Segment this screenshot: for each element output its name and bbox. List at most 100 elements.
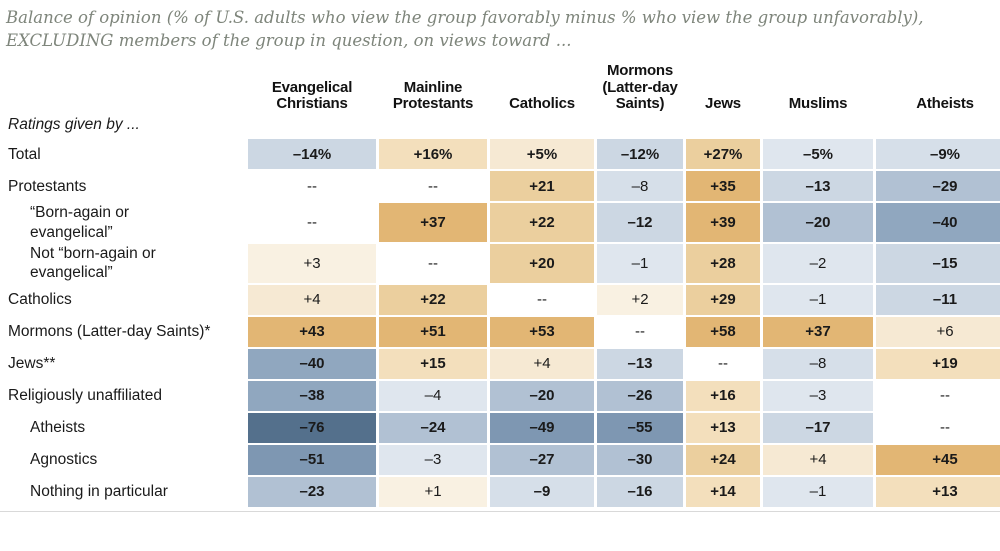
row-label-jews: Jews** xyxy=(8,355,56,373)
value-cell: -- xyxy=(597,316,683,347)
value-cell: –9% xyxy=(876,139,1000,170)
value-cell: –3 xyxy=(763,380,873,411)
value-cell: +16 xyxy=(686,380,760,411)
row-label-total: Total xyxy=(8,145,41,163)
value-cell: +6 xyxy=(876,316,1000,347)
opinion-heatmap-table: Ratings given by ... Evangelical Christi… xyxy=(0,61,1000,509)
row-label-nothing-in-particular: Nothing in particular xyxy=(30,483,168,501)
value-cell: –13 xyxy=(763,171,873,202)
value-cell: –15 xyxy=(876,243,1000,283)
value-cell: +1 xyxy=(379,476,487,507)
ratings-given-by-label: Ratings given by ... xyxy=(8,116,140,134)
value-cell: +14 xyxy=(686,476,760,507)
table-row-atheists: Atheists –76 –24 –49 –55 +13 –17 -- xyxy=(3,412,1000,443)
value-cell: +39 xyxy=(686,203,760,242)
column-header-mainline-protestants: Mainline Protestants xyxy=(392,78,474,113)
value-cell: +29 xyxy=(686,284,760,315)
value-cell: +24 xyxy=(686,444,760,475)
value-cell: –40 xyxy=(248,348,376,379)
table-row-protestants: Protestants -- -- +21 –8 +35 –13 –29 xyxy=(3,171,1000,202)
value-cell: –8 xyxy=(597,171,683,202)
chart-title-line-2: EXCLUDING members of the group in questi… xyxy=(6,31,572,51)
value-cell: +4 xyxy=(490,348,594,379)
row-label-mormons-latter-day-saints: Mormons (Latter-day Saints)* xyxy=(8,323,211,341)
value-cell: +13 xyxy=(876,476,1000,507)
value-cell: +15 xyxy=(379,348,487,379)
row-label-religiously-unaffiliated: Religiously unaffiliated xyxy=(8,387,162,405)
value-cell: +37 xyxy=(379,203,487,242)
row-label-protestants: Protestants xyxy=(8,177,87,195)
value-cell: –8 xyxy=(763,348,873,379)
value-cell: –30 xyxy=(597,444,683,475)
value-cell: –4 xyxy=(379,380,487,411)
column-header-mormons-latter-day-saints: Mormons (Latter-day Saints) xyxy=(602,61,678,113)
value-cell: +22 xyxy=(379,284,487,315)
row-label-catholics: Catholics xyxy=(8,291,72,309)
value-cell: -- xyxy=(490,284,594,315)
value-cell: -- xyxy=(686,348,760,379)
value-cell: –12 xyxy=(597,203,683,242)
value-cell: –76 xyxy=(248,412,376,443)
value-cell: –17 xyxy=(763,412,873,443)
value-cell: +4 xyxy=(248,284,376,315)
value-cell: –51 xyxy=(248,444,376,475)
value-cell: –23 xyxy=(248,476,376,507)
table-row-not-born-again-or-evangelical: Not “born-again or evangelical” +3 -- +20 –1… xyxy=(3,243,1000,283)
value-cell: –3 xyxy=(379,444,487,475)
row-label-agnostics: Agnostics xyxy=(30,451,98,469)
table-row-mormons-latter-day-saints: Mormons (Latter-day Saints)* +43 +51 +53 -- +… xyxy=(3,316,1000,347)
value-cell: -- xyxy=(248,203,376,242)
value-cell: -- xyxy=(379,171,487,202)
row-label-born-again-or-evangelical: “Born-again or evangelical” xyxy=(30,204,130,241)
value-cell: –55 xyxy=(597,412,683,443)
value-cell: +43 xyxy=(248,316,376,347)
value-cell: +37 xyxy=(763,316,873,347)
column-header-jews: Jews xyxy=(705,95,741,113)
value-cell: –27 xyxy=(490,444,594,475)
value-cell: –20 xyxy=(490,380,594,411)
value-cell: -- xyxy=(379,243,487,283)
value-cell: +51 xyxy=(379,316,487,347)
value-cell: +5% xyxy=(490,139,594,170)
value-cell: -- xyxy=(248,171,376,202)
value-cell: +13 xyxy=(686,412,760,443)
column-header-atheists: Atheists xyxy=(916,95,974,113)
value-cell: +19 xyxy=(876,348,1000,379)
value-cell: –29 xyxy=(876,171,1000,202)
value-cell: –12% xyxy=(597,139,683,170)
header-row: Ratings given by ... Evangelical Christi… xyxy=(3,61,1000,137)
column-header-muslims: Muslims xyxy=(788,95,848,113)
table-row-born-again-or-evangelical: “Born-again or evangelical” -- +37 +22 –12 +3… xyxy=(3,203,1000,242)
row-label-atheists: Atheists xyxy=(30,419,86,437)
value-cell: –1 xyxy=(763,476,873,507)
row-label-not-born-again-or-evangelical: Not “born-again or evangelical” xyxy=(30,244,156,282)
value-cell: –24 xyxy=(379,412,487,443)
value-cell: +20 xyxy=(490,243,594,283)
value-cell: –49 xyxy=(490,412,594,443)
value-cell: +22 xyxy=(490,203,594,242)
value-cell: +58 xyxy=(686,316,760,347)
value-cell: –13 xyxy=(597,348,683,379)
column-header-evangelical-christians: Evangelical Christians xyxy=(271,78,353,113)
value-cell: –26 xyxy=(597,380,683,411)
value-cell: -- xyxy=(876,380,1000,411)
value-cell: –2 xyxy=(763,243,873,283)
column-header-catholics: Catholics xyxy=(509,95,575,113)
value-cell: +16% xyxy=(379,139,487,170)
value-cell: -- xyxy=(876,412,1000,443)
table-row-total: Total –14% +16% +5% –12% +27% –5% –9% xyxy=(3,139,1000,170)
table-row-religiously-unaffiliated: Religiously unaffiliated –38 –4 –20 –26 +16 –3… xyxy=(3,380,1000,411)
value-cell: –5% xyxy=(763,139,873,170)
value-cell: +45 xyxy=(876,444,1000,475)
value-cell: +28 xyxy=(686,243,760,283)
value-cell: –9 xyxy=(490,476,594,507)
value-cell: +3 xyxy=(248,243,376,283)
value-cell: +2 xyxy=(597,284,683,315)
value-cell: –20 xyxy=(763,203,873,242)
bottom-divider xyxy=(0,510,1000,512)
value-cell: +4 xyxy=(763,444,873,475)
value-cell: –1 xyxy=(597,243,683,283)
value-cell: +27% xyxy=(686,139,760,170)
value-cell: –11 xyxy=(876,284,1000,315)
